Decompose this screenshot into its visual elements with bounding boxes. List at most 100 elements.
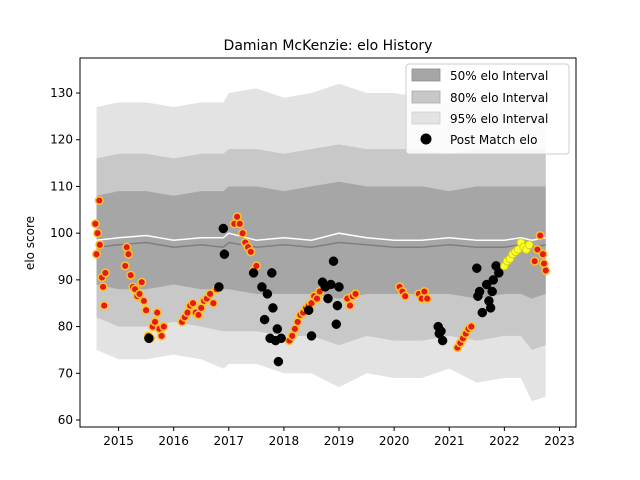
post-match-point — [331, 319, 342, 329]
mean-elo-line — [96, 232, 546, 241]
plot-area — [79, 57, 577, 428]
post-match-point — [487, 286, 497, 297]
post-match-point — [436, 326, 446, 336]
post-match-point — [159, 322, 169, 332]
post-match-point — [99, 301, 109, 311]
post-match-point — [351, 289, 361, 299]
y-tick-label: 130 — [50, 86, 73, 100]
post-match-point — [235, 219, 245, 229]
post-match-point — [273, 356, 284, 367]
post-match-point — [120, 261, 130, 271]
legend-swatch-80 — [411, 90, 441, 104]
chart-title: Damian McKenzie: elo History — [224, 38, 433, 54]
post-match-point — [218, 223, 229, 234]
post-match-point — [272, 324, 283, 334]
x-tick-label: 2023 — [544, 434, 575, 448]
post-match-point — [100, 268, 110, 278]
legend-swatch-95 — [411, 111, 441, 125]
post-match-point — [94, 195, 104, 206]
post-match-point — [238, 228, 248, 238]
post-match-point — [474, 286, 485, 297]
post-match-point — [262, 289, 273, 299]
y-tick-label: 60 — [58, 413, 73, 427]
legend: 50% elo Interval 80% elo Interval 95% el… — [405, 63, 570, 155]
x-tick-label: 2022 — [489, 434, 520, 448]
post-match-point — [326, 279, 336, 290]
post-match-point — [481, 279, 492, 290]
post-match-point — [345, 301, 355, 311]
x-tick-label: 2021 — [434, 434, 465, 448]
post-match-point — [219, 249, 230, 259]
legend-swatch-50 — [411, 68, 441, 82]
post-match-point — [157, 331, 167, 341]
post-match-point — [248, 268, 259, 278]
post-match-point — [334, 282, 344, 292]
post-match-point — [332, 300, 343, 311]
post-match-point — [532, 244, 542, 255]
legend-label-50: 50% elo Interval — [450, 69, 548, 83]
y-tick-label: 120 — [50, 133, 73, 147]
y-tick-label: 100 — [50, 226, 73, 240]
post-match-point — [208, 298, 218, 308]
post-match-point — [422, 294, 432, 304]
post-match-point — [437, 335, 448, 346]
post-match-point — [144, 333, 154, 344]
x-tick-label: 2015 — [103, 434, 134, 448]
plot-frame — [79, 57, 577, 428]
x-tick-label: 2020 — [379, 434, 410, 448]
post-match-point — [328, 256, 339, 266]
median-elo-line — [96, 241, 546, 248]
post-match-point — [137, 277, 147, 287]
post-match-point — [152, 308, 162, 318]
post-match-point — [95, 240, 105, 250]
post-match-point — [134, 289, 145, 299]
post-match-point — [541, 265, 551, 276]
post-match-point — [93, 228, 103, 238]
post-match-point — [257, 282, 267, 292]
y-tick-label: 80 — [58, 320, 73, 334]
post-match-point — [303, 305, 314, 315]
post-match-point — [188, 298, 198, 308]
post-match-point — [276, 333, 286, 344]
band-50-percent — [96, 181, 546, 299]
legend-box — [405, 63, 570, 155]
post-match-point — [530, 256, 540, 266]
post-match-points — [90, 195, 551, 367]
post-match-point — [472, 263, 482, 273]
legend-marker-post-match — [420, 133, 432, 145]
post-match-point — [141, 305, 151, 315]
post-match-point — [98, 282, 108, 292]
x-tick-label: 2017 — [214, 434, 245, 448]
legend-label-80: 80% elo Interval — [450, 91, 548, 105]
y-axis-label: elo score — [23, 216, 37, 270]
post-match-point — [267, 268, 277, 278]
post-match-point — [90, 219, 100, 229]
post-match-point — [306, 331, 317, 341]
legend-label-95: 95% elo Interval — [450, 112, 548, 126]
y-tick-label: 90 — [58, 273, 73, 287]
post-match-point — [538, 249, 548, 259]
post-match-point — [214, 282, 224, 292]
post-match-point — [259, 314, 270, 325]
x-tick-label: 2016 — [158, 434, 189, 448]
post-match-point — [268, 303, 278, 313]
post-match-point — [494, 268, 504, 278]
legend-label-post-match: Post Match elo — [450, 133, 537, 147]
x-axis: 2015 2016 2017 2018 2019 2020 2021 2022 2023 — [103, 427, 575, 448]
post-match-point — [246, 247, 256, 257]
post-match-point — [400, 291, 410, 301]
post-match-point — [477, 307, 488, 318]
post-match-point — [524, 240, 534, 250]
post-match-point — [91, 249, 102, 259]
post-match-point — [488, 275, 499, 285]
post-match-point — [139, 296, 149, 306]
post-match-point — [323, 293, 333, 304]
post-match-point — [126, 270, 136, 280]
post-match-point — [150, 317, 160, 327]
y-axis: 60 70 80 90 100 110 120 130 — [50, 86, 80, 427]
x-tick-label: 2019 — [324, 434, 355, 448]
post-match-point — [466, 322, 476, 332]
post-match-point — [205, 289, 215, 299]
x-tick-label: 2018 — [269, 434, 300, 448]
